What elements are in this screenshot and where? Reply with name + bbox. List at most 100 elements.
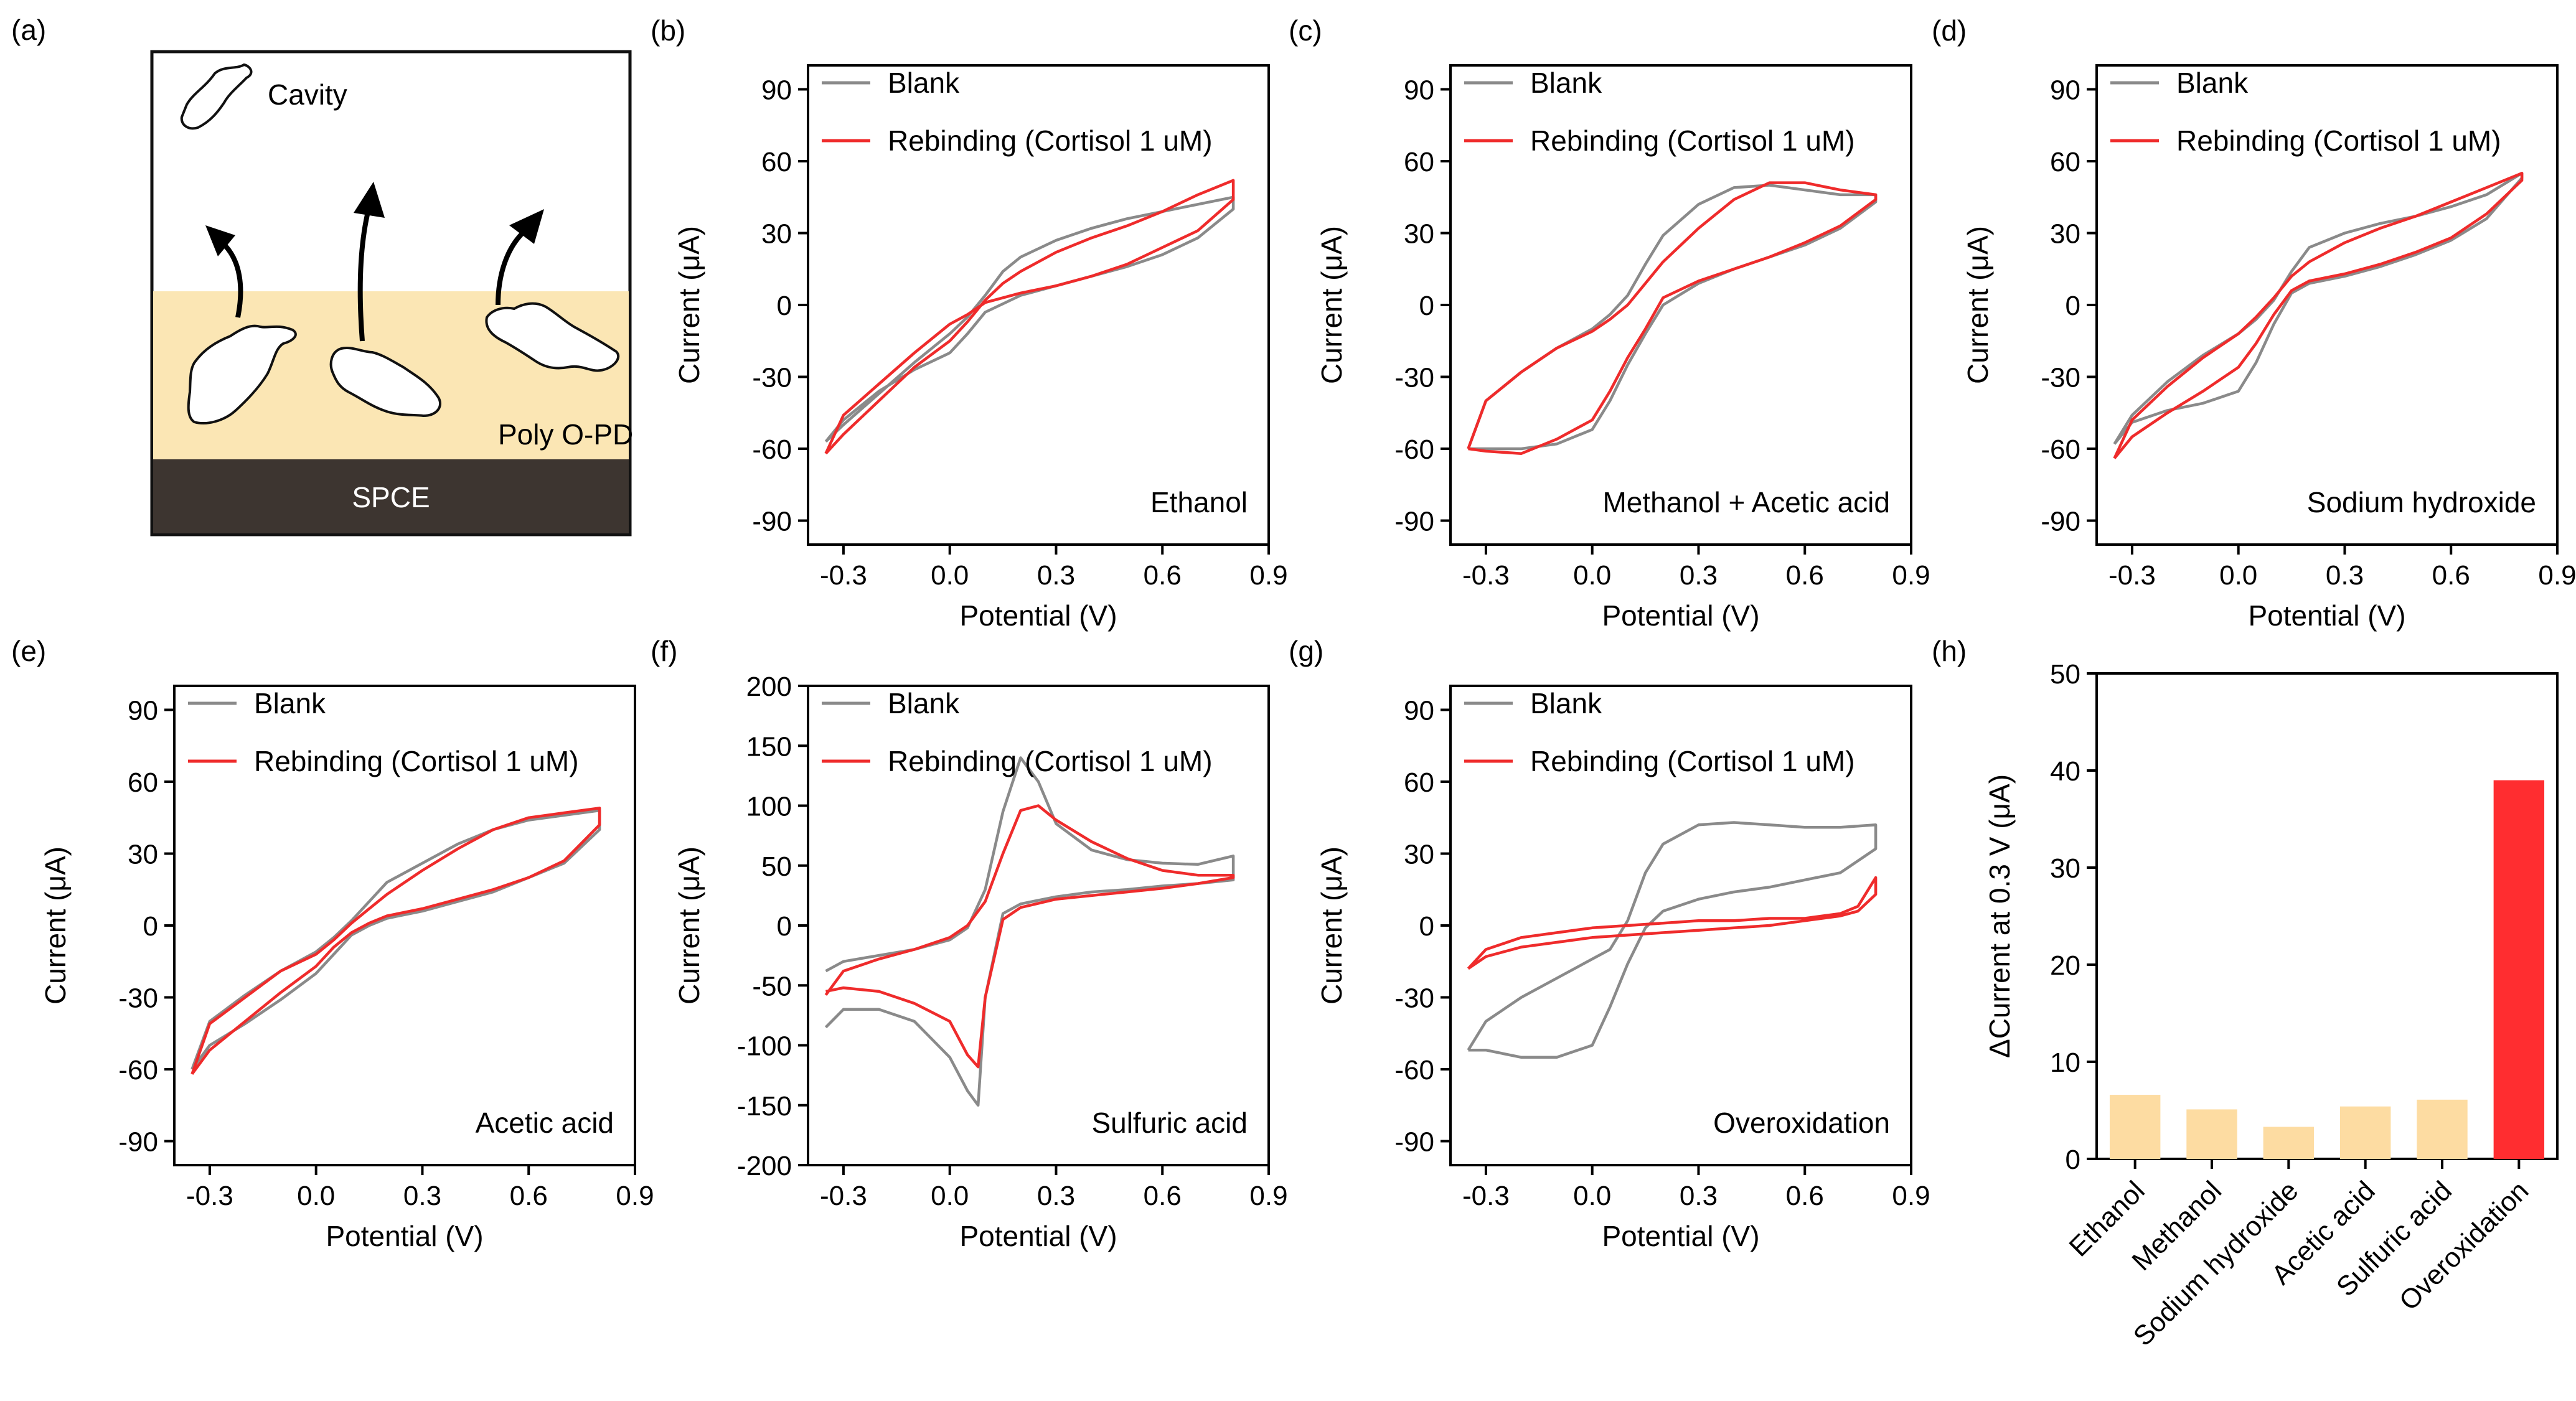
- cv-panel-f: (f) -0.3 0.0 0.3 0.6 0.9 -200 -150 -100 -50 0 50 100…: [651, 635, 1288, 1252]
- legend-label: Rebinding (Cortisol 1 uM): [888, 124, 1213, 157]
- series-line-rebinding: [824, 804, 1235, 1069]
- series-line-blank: [824, 756, 1235, 1107]
- y-tick-label: 50: [2050, 659, 2080, 690]
- x-tick-label: 0.9: [1892, 560, 1930, 591]
- y-tick-label: 60: [1404, 147, 1434, 177]
- x-tick-label: 0.6: [1144, 560, 1182, 591]
- cv-panel-b: (b) -0.3 0.0 0.3 0.6 0.9 -90 -60 -30 0 30 60 90 Poten…: [651, 14, 1288, 632]
- y-tick-label: 200: [746, 672, 792, 702]
- cv-panel-e: (e) -0.3 0.0 0.3 0.6 0.9 -90 -60 -30 0 30 60 90 Poten…: [11, 635, 654, 1252]
- x-tick-label: 0.0: [931, 1181, 969, 1211]
- x-tick-label: 0.6: [1786, 1181, 1824, 1211]
- series-line-rebinding: [2113, 172, 2524, 459]
- x-axis-label: Potential (V): [1602, 1220, 1759, 1252]
- y-tick-label: -30: [1394, 363, 1434, 393]
- cavity-shape: [329, 347, 441, 418]
- x-tick-label: 0.6: [510, 1181, 548, 1211]
- legend-label: Blank: [1530, 67, 1602, 99]
- x-axis-label: Potential (V): [959, 599, 1117, 632]
- x-tick-label: 0.9: [2538, 560, 2576, 591]
- series-line-rebinding: [824, 179, 1235, 455]
- y-tick-label: 100: [746, 792, 792, 822]
- x-axis-label: Potential (V): [2248, 599, 2405, 632]
- x-tick-label: 0.6: [1144, 1181, 1182, 1211]
- y-tick-label: 90: [2050, 75, 2080, 106]
- y-tick-label: 30: [761, 219, 792, 250]
- y-tick-label: -90: [752, 507, 792, 537]
- y-tick-label: -30: [118, 983, 158, 1014]
- arrow-icon: [357, 214, 370, 342]
- legend-label: Blank: [254, 687, 326, 719]
- cv-panel-c: (c) -0.3 0.0 0.3 0.6 0.9 -90 -60 -30 0 30 60 90 Poten…: [1289, 14, 1930, 632]
- bar: [2263, 1127, 2315, 1159]
- y-tick-label: 90: [1404, 696, 1434, 726]
- y-tick-label: 60: [1404, 767, 1434, 798]
- x-tick-label: 0.6: [2432, 560, 2470, 591]
- y-axis-label: Current (μA): [673, 846, 705, 1005]
- panel-label-f: (f): [651, 635, 677, 667]
- y-tick-label: -90: [2041, 507, 2080, 537]
- y-tick-label: -30: [752, 363, 792, 393]
- legend-label: Blank: [888, 687, 960, 719]
- x-tick-label: 0.3: [1037, 560, 1075, 591]
- y-axis-label: Current (μA): [39, 846, 72, 1005]
- x-tick-label: 0.9: [616, 1181, 654, 1211]
- x-tick-label: 0.3: [1680, 1181, 1718, 1211]
- y-tick-label: -60: [1394, 1055, 1434, 1085]
- cv-panel-d: (d) -0.3 0.0 0.3 0.6 0.9 -90 -60 -30 0 30 60 90 Poten…: [1932, 14, 2576, 632]
- series-line-blank: [824, 195, 1235, 443]
- y-tick-label: 40: [2050, 756, 2080, 787]
- panel-a-schematic: (a) Poly O-PD SPCE Cavity: [11, 14, 633, 537]
- x-tick-label: -0.3: [820, 560, 867, 591]
- plot-frame: [2095, 672, 2559, 1160]
- y-tick-label: 90: [761, 75, 792, 106]
- y-tick-label: 0: [2066, 1145, 2080, 1175]
- panel-annotation: Overoxidation: [1713, 1107, 1890, 1139]
- x-tick-label: -0.3: [1462, 560, 1510, 591]
- arrow-head-icon: [354, 182, 385, 218]
- arrow-head-icon: [205, 225, 235, 256]
- y-tick-label: 30: [128, 840, 158, 870]
- bar: [2493, 780, 2545, 1159]
- y-tick-label: -200: [737, 1151, 792, 1181]
- y-tick-label: -90: [118, 1127, 158, 1158]
- y-axis-label: Current (μA): [1315, 226, 1348, 384]
- x-tick-label: -0.3: [820, 1181, 867, 1211]
- series-line-rebinding: [1467, 876, 1878, 970]
- bar: [2109, 1095, 2161, 1159]
- cavity-shape: [180, 63, 253, 130]
- series-line-blank: [1467, 184, 1878, 451]
- y-tick-label: 0: [143, 911, 158, 942]
- y-tick-label: 150: [746, 731, 792, 762]
- y-tick-label: -90: [1394, 1127, 1434, 1158]
- legend-label: Rebinding (Cortisol 1 uM): [2176, 124, 2501, 157]
- y-tick-label: -60: [118, 1055, 158, 1085]
- series-line-blank: [1467, 821, 1878, 1059]
- series-line-blank: [2113, 172, 2524, 445]
- y-axis-label: Current (μA): [673, 226, 705, 384]
- x-tick-label: 0.0: [931, 560, 969, 591]
- x-tick-label: 0.3: [403, 1181, 441, 1211]
- x-tick-label: -0.3: [2108, 560, 2156, 591]
- cv-panel-g: (g) -0.3 0.0 0.3 0.6 0.9 -90 -60 -30 0 30 60 90 Poten…: [1289, 635, 1930, 1252]
- y-tick-label: -30: [2041, 363, 2080, 393]
- panel-label-b: (b): [651, 14, 685, 47]
- panel-label-a: (a): [11, 14, 46, 46]
- y-tick-label: -60: [1394, 434, 1434, 465]
- y-tick-label: 30: [1404, 219, 1434, 250]
- panel-annotation: Acetic acid: [476, 1107, 614, 1139]
- series-line-rebinding: [1467, 181, 1878, 455]
- cv-panels: (b) -0.3 0.0 0.3 0.6 0.9 -90 -60 -30 0 30 60 90 Poten…: [11, 14, 2576, 1252]
- y-tick-label: -100: [737, 1031, 792, 1062]
- x-tick-label: 0.3: [1037, 1181, 1075, 1211]
- y-tick-label: 30: [1404, 840, 1434, 870]
- panel-label-d: (d): [1932, 14, 1967, 47]
- y-axis-label: Current (μA): [1962, 226, 1994, 384]
- y-axis-label: ΔCurrent at 0.3 V (μA): [1983, 774, 2016, 1058]
- y-axis-label: Current (μA): [1315, 846, 1348, 1005]
- y-tick-label: 90: [1404, 75, 1434, 106]
- spce-electrode: [153, 459, 629, 533]
- y-tick-label: 0: [1419, 911, 1434, 942]
- x-tick-label: 0.0: [2219, 560, 2257, 591]
- y-tick-label: 10: [2050, 1047, 2080, 1078]
